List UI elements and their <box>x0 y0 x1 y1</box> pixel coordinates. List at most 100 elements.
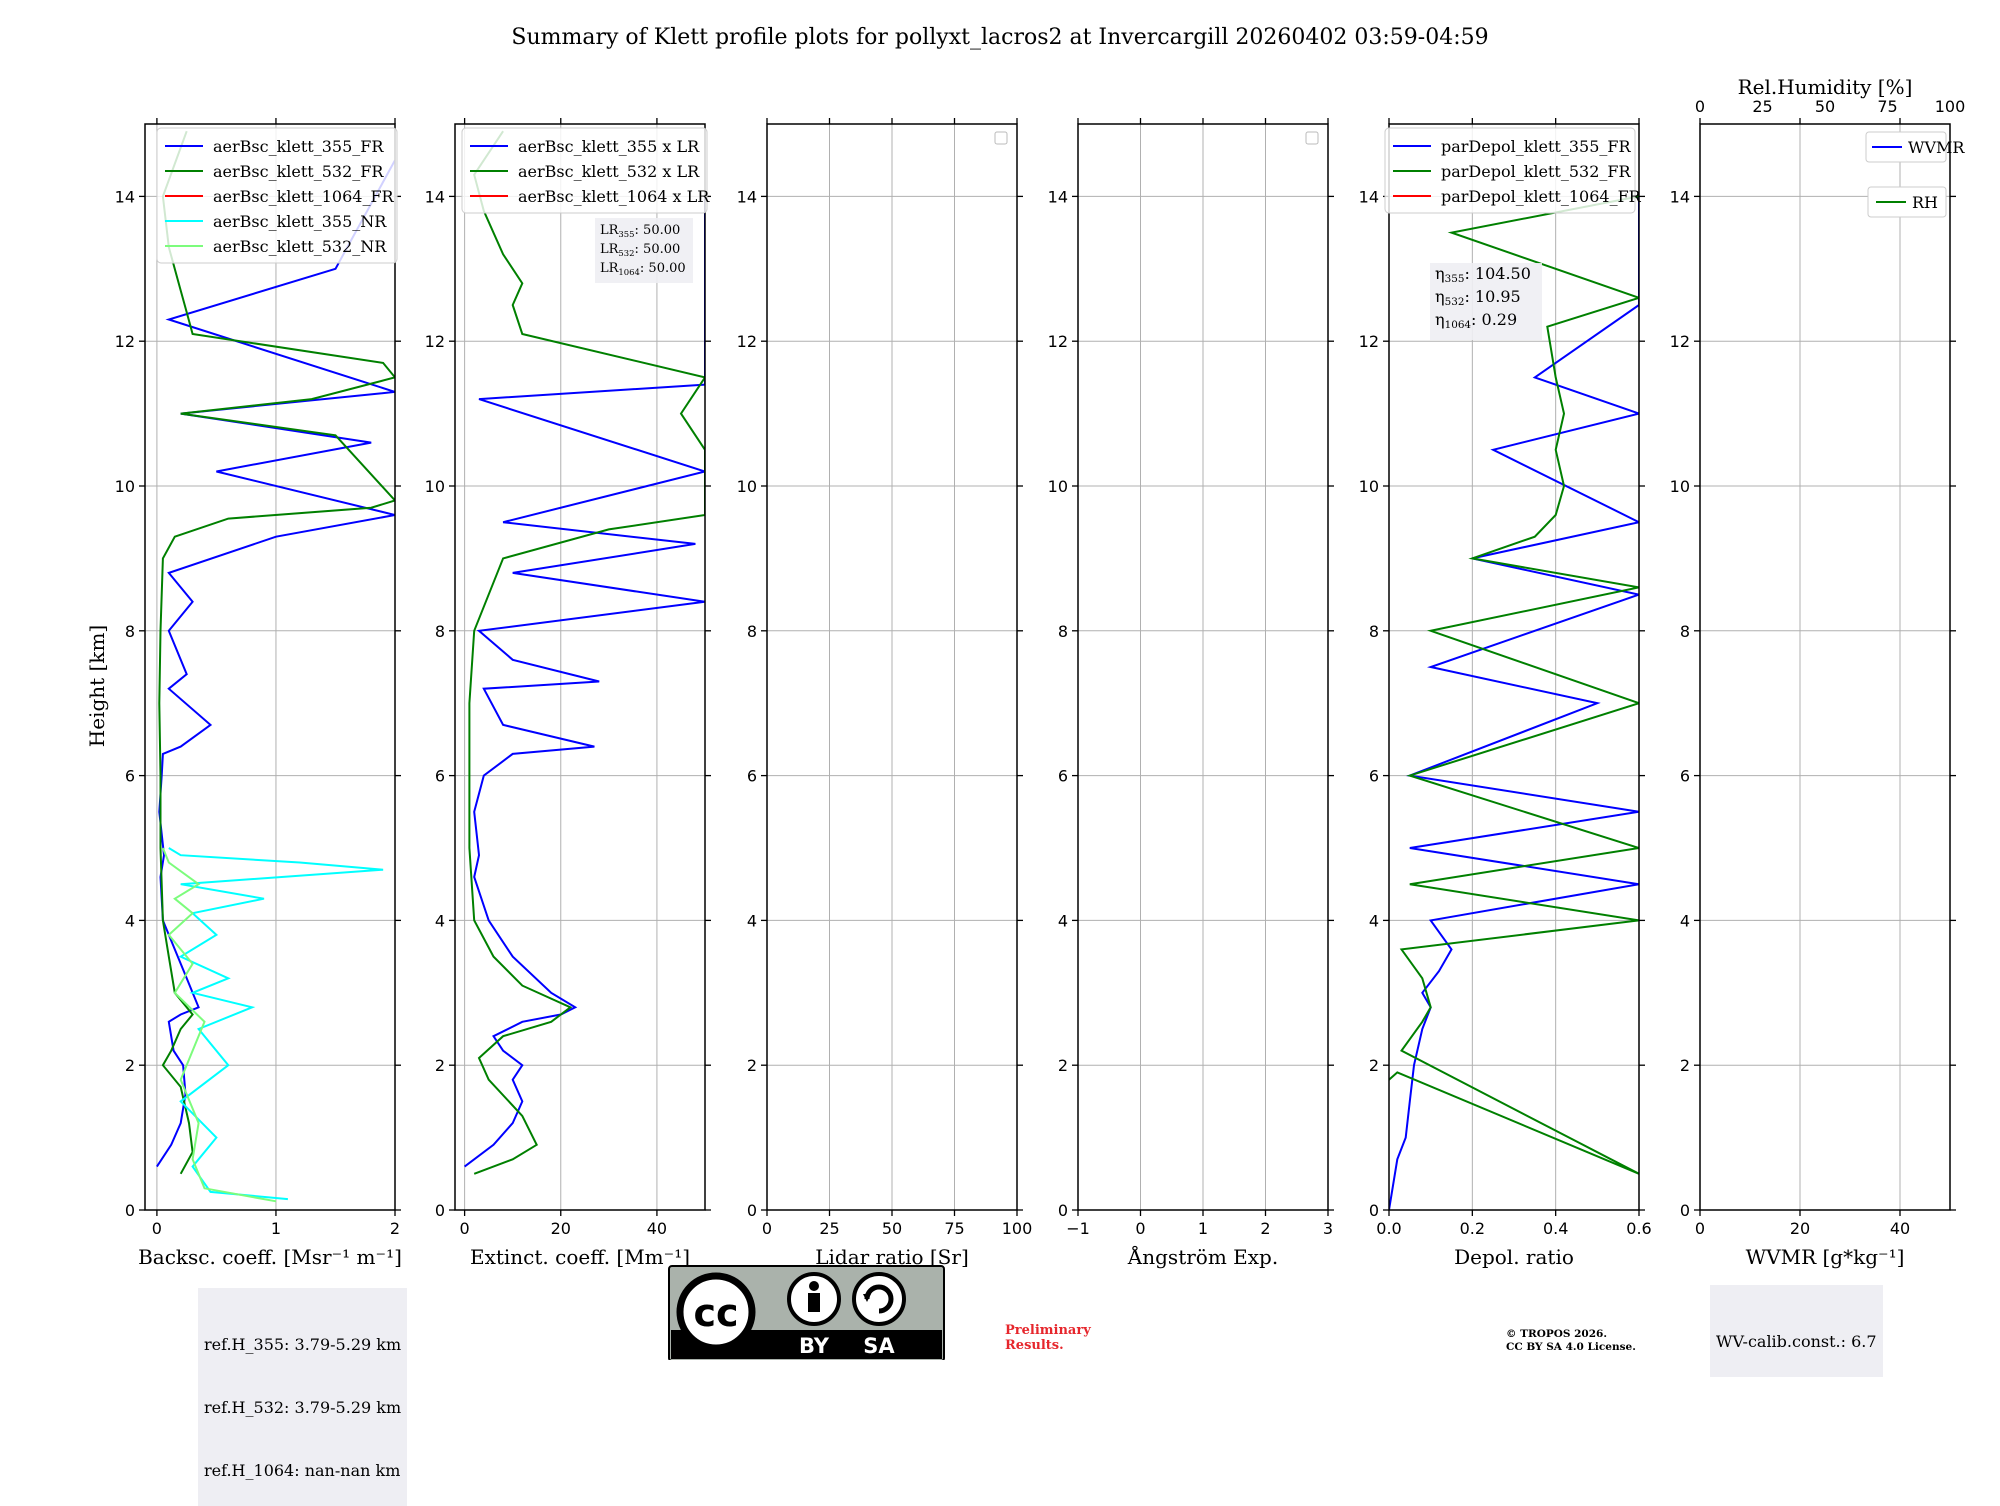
top-x-tick-label: 100 <box>1935 97 1966 116</box>
y-tick-label: 8 <box>747 622 757 641</box>
y-tick-label: 6 <box>125 767 135 786</box>
x-tick-label: 3 <box>1323 1219 1333 1238</box>
y-tick-label: 12 <box>425 332 445 351</box>
x-tick-label: 0 <box>762 1219 772 1238</box>
x-axis-label-ang: Ångström Exp. <box>1127 1244 1278 1269</box>
empty-legend-box <box>1305 131 1319 145</box>
x-tick-label: 50 <box>882 1219 902 1238</box>
y-tick-label: 14 <box>425 187 445 206</box>
x-tick-label: 0 <box>1135 1219 1145 1238</box>
legend-label: parDepol_klett_1064_FR <box>1441 187 1642 206</box>
y-tick-label: 4 <box>125 911 135 930</box>
legend-box <box>1384 127 1636 214</box>
klett-profile-figure: Summary of Klett profile plots for polly… <box>85 25 1966 1360</box>
annotation-line: LR532: 50.00 <box>600 242 680 258</box>
series-line-aerBsc_klett_532_NR <box>161 847 277 1203</box>
axes-frame <box>1699 123 1951 1211</box>
cc-logo-icon <box>676 1272 756 1352</box>
y-tick-label: 2 <box>125 1056 135 1075</box>
legend-entry-WVMR: WVMR <box>1865 131 1965 163</box>
cc-by-sa-badge: cc BY SA <box>668 1265 945 1360</box>
copyright-note: © TROPOS 2026. CC BY SA 4.0 License. <box>1506 1328 1636 1353</box>
y-tick-label: 12 <box>737 332 757 351</box>
x-tick-label: 0.4 <box>1543 1219 1568 1238</box>
panels-group: 0 2 4 6 8 10 12 14 0 1 2 Backsc. coeff. [Msr⁻¹ m⁻¹]… <box>115 75 1966 1269</box>
sa-share-alike-icon <box>852 1272 906 1326</box>
series-line-parDepol_klett_355_FR <box>1389 196 1639 1210</box>
legend-bsc: aerBsc_klett_355_FR aerBsc_klett_532_FRae… <box>156 127 398 264</box>
y-tick-label: 8 <box>125 622 135 641</box>
y-tick-label: 2 <box>1058 1056 1068 1075</box>
series-line-aerBsc_klett_355 x LR <box>463 196 705 1168</box>
y-tick-label: 10 <box>115 477 135 496</box>
series-line-aerBsc_klett_532_FR <box>158 130 395 1175</box>
y-tick-label: 2 <box>435 1056 445 1075</box>
y-tick-label: 4 <box>1680 911 1690 930</box>
empty-legend-box <box>994 131 1008 145</box>
x-tick-label: 25 <box>819 1219 839 1238</box>
sa-label: SA <box>863 1334 895 1358</box>
y-tick-label: 10 <box>425 477 445 496</box>
legend-label: aerBsc_klett_532 x LR <box>518 162 700 181</box>
annotation-line: LR355: 50.00 <box>600 223 680 239</box>
series-line-aerBsc_klett_355_FR <box>156 159 395 1168</box>
x-tick-label: 20 <box>1790 1219 1810 1238</box>
legend-box <box>156 127 398 264</box>
y-tick-label: 14 <box>1048 187 1068 206</box>
legend-label: aerBsc_klett_1064 x LR <box>518 187 710 206</box>
wv-calib-text: WV-calib.const.: 6.7 <box>1716 1332 1877 1351</box>
y-tick-label: 2 <box>1369 1056 1379 1075</box>
y-axis-label: Height [km] <box>85 625 109 747</box>
y-tick-label: 6 <box>1369 767 1379 786</box>
y-tick-label: 8 <box>1369 622 1379 641</box>
y-tick-label: 12 <box>1670 332 1690 351</box>
y-tick-label: 8 <box>435 622 445 641</box>
legend-box <box>461 127 708 214</box>
x-tick-label: 100 <box>1002 1219 1033 1238</box>
y-tick-label: 0 <box>747 1201 757 1220</box>
x-axis-label-bsc: Backsc. coeff. [Msr⁻¹ m⁻¹] <box>138 1245 402 1269</box>
legend-label: parDepol_klett_355_FR <box>1441 137 1632 156</box>
legend-label: parDepol_klett_532_FR <box>1441 162 1632 181</box>
y-tick-label: 14 <box>1359 187 1379 206</box>
legend-label: WVMR <box>1908 138 1965 157</box>
annotation-line: η1064: 0.29 <box>1435 310 1517 331</box>
x-tick-label: 0 <box>1695 1219 1705 1238</box>
panel-wv: 0 2 4 6 8 10 12 14 0 20 40 WVMR [g*kg⁻¹] 0 25 50 75 100 R… <box>1670 75 1966 1269</box>
reference-heights-box: ref.H_355: 3.79-5.29 km ref.H_532: 3.79-… <box>198 1288 408 1506</box>
series-group <box>463 130 705 1175</box>
top-x-tick-label: 50 <box>1815 97 1835 116</box>
annotation-ext: LR355: 50.00 LR532: 50.00 LR1064: 50.00 <box>595 218 693 283</box>
legend-label: aerBsc_klett_355 x LR <box>518 137 700 156</box>
x-tick-label: 0.2 <box>1460 1219 1485 1238</box>
legend-label: aerBsc_klett_355_FR <box>213 137 384 156</box>
y-tick-label: 14 <box>737 187 757 206</box>
legend-label: RH <box>1912 193 1938 212</box>
y-tick-label: 8 <box>1058 622 1068 641</box>
annotation-line: LR1064: 50.00 <box>600 261 686 277</box>
x-tick-label: −1 <box>1066 1219 1090 1238</box>
y-tick-label: 4 <box>1369 911 1379 930</box>
y-tick-label: 12 <box>1359 332 1379 351</box>
x-axis-label-wv: WVMR [g*kg⁻¹] <box>1746 1245 1905 1269</box>
panel-ext: 0 2 4 6 8 10 12 14 0 20 40 Extinct. coeff. [Mm⁻¹] ae… <box>425 118 711 1269</box>
series-line-parDepol_klett_532_FR <box>1389 195 1639 1175</box>
x-tick-label: 40 <box>1890 1219 1910 1238</box>
y-tick-label: 6 <box>747 767 757 786</box>
series-line-aerBsc_klett_532 x LR <box>468 130 705 1175</box>
legend-depol: parDepol_klett_355_FR parDepol_klett_532_… <box>1384 127 1642 214</box>
y-tick-label: 4 <box>435 911 445 930</box>
y-tick-label: 0 <box>125 1201 135 1220</box>
legend-label: aerBsc_klett_532_NR <box>213 237 387 256</box>
annotation-box <box>595 218 693 283</box>
y-tick-label: 2 <box>1680 1056 1690 1075</box>
top-x-tick-label: 25 <box>1752 97 1772 116</box>
annotation-box <box>1430 263 1542 340</box>
x-tick-label: 2 <box>390 1219 400 1238</box>
y-tick-label: 0 <box>435 1201 445 1220</box>
series-group <box>156 130 395 1203</box>
annotation-line: η355: 104.50 <box>1435 264 1531 285</box>
legend-label: aerBsc_klett_355_NR <box>213 212 387 231</box>
